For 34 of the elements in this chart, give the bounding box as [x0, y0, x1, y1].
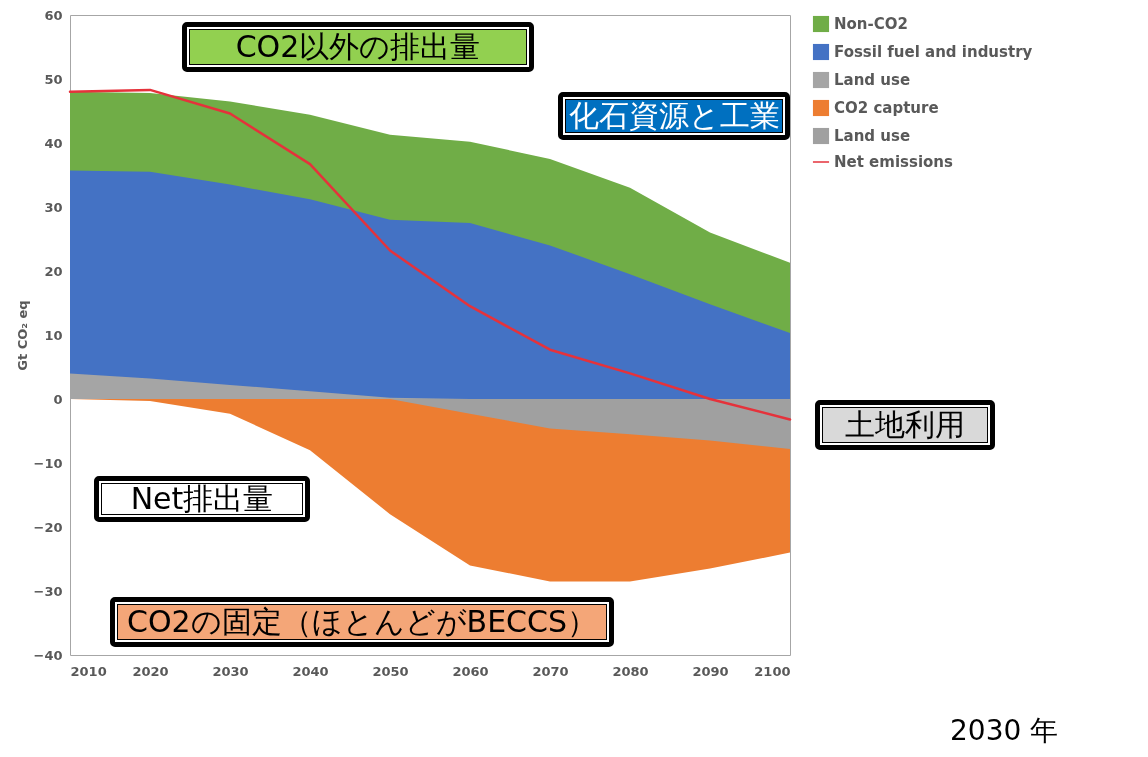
- legend-label: Land use: [834, 71, 911, 89]
- y-tick-label: 10: [44, 327, 63, 343]
- legend-label: Land use: [834, 127, 911, 145]
- y-tick-label: 20: [44, 263, 63, 279]
- y-axis-title: Gt CO₂ eq: [14, 300, 30, 371]
- x-tick-label: 2100: [754, 663, 791, 679]
- y-tick-label: −40: [33, 647, 63, 663]
- x-tick-label: 2020: [132, 663, 169, 679]
- y-tick-label: −30: [33, 583, 63, 599]
- x-tick-label: 2070: [532, 663, 569, 679]
- y-tick-label: 30: [44, 199, 63, 215]
- x-tick-label: 2090: [692, 663, 729, 679]
- x-tick-label: 2060: [452, 663, 489, 679]
- x-tick-label: 2010: [70, 663, 107, 679]
- x-tick-label: 2080: [612, 663, 649, 679]
- legend-label: Non-CO2: [834, 15, 908, 33]
- text: 2030 年: [950, 713, 1059, 749]
- x-tick-label: 2030: [212, 663, 249, 679]
- callout-box: Net排出量: [94, 476, 310, 522]
- legend-label: Fossil fuel and industry: [834, 43, 1033, 61]
- callout-box: CO2の固定（ほとんどがBECCS）: [110, 597, 614, 647]
- y-tick-label: 0: [53, 391, 63, 407]
- y-tick-label: −20: [33, 519, 63, 535]
- callout-box: 化石資源と工業: [558, 92, 790, 140]
- callout-box: CO2以外の排出量: [182, 22, 534, 72]
- legend-label: Net emissions: [834, 153, 954, 171]
- y-tick-label: −10: [33, 455, 63, 471]
- x-tick-label: 2040: [292, 663, 329, 679]
- y-tick-label: 40: [44, 135, 63, 151]
- y-tick-label: 50: [44, 71, 63, 87]
- legend-label: CO2 capture: [834, 99, 939, 117]
- x-tick-label: 2050: [372, 663, 409, 679]
- y-tick-label: 60: [44, 7, 63, 23]
- callout-box: 土地利用: [815, 400, 995, 450]
